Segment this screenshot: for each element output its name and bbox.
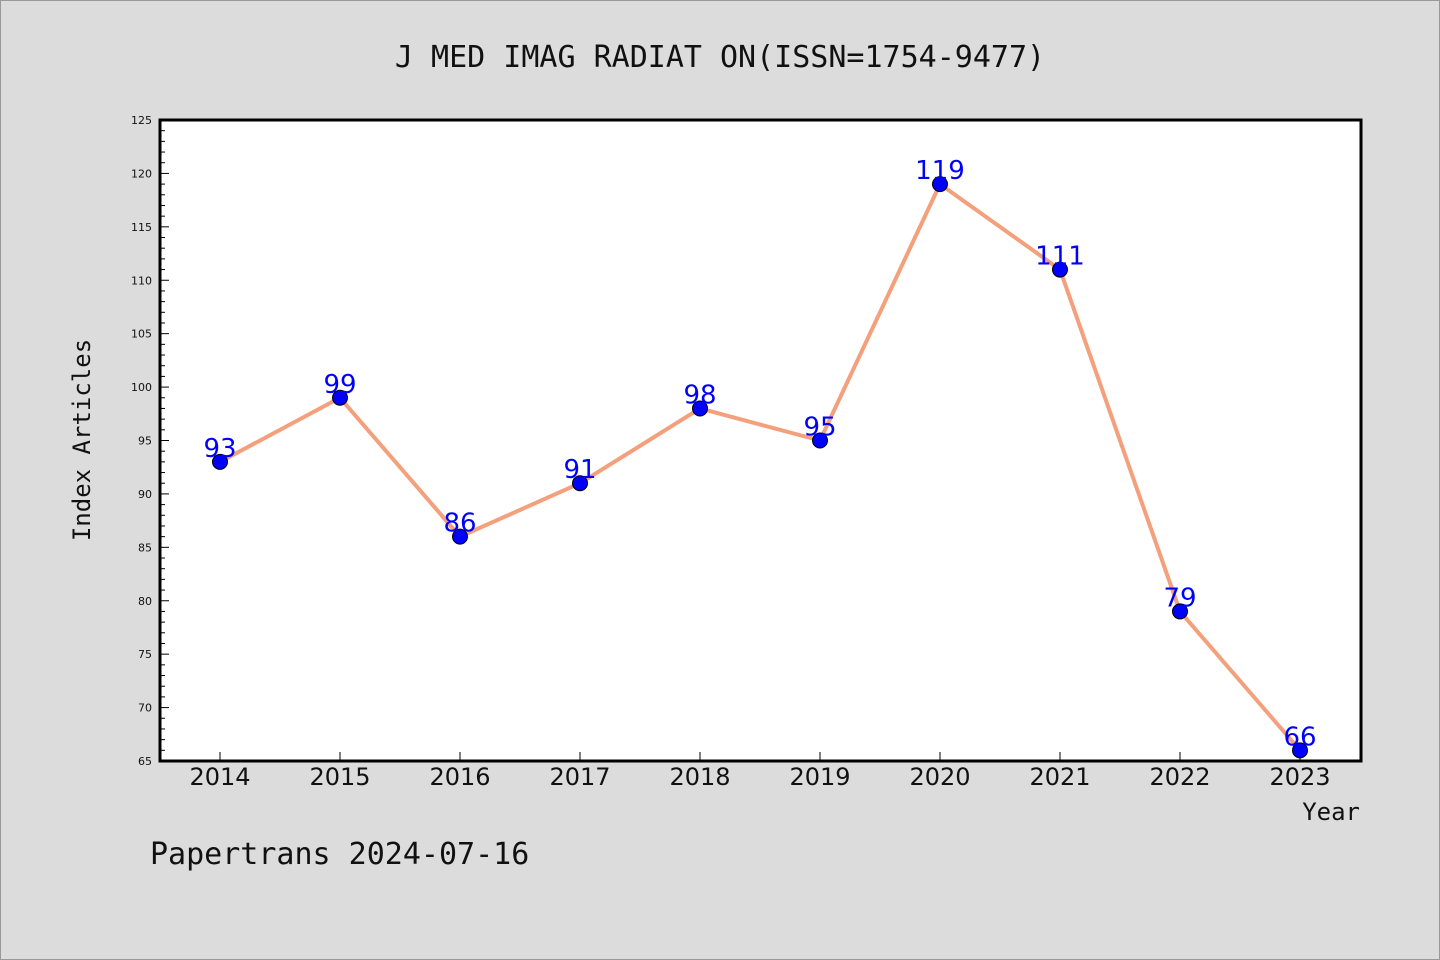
y-tick-label: 70 [138,702,152,715]
data-label: 119 [915,156,965,186]
data-label: 98 [683,380,716,410]
series-line [218,182,1302,753]
x-tick-label: 2015 [309,763,370,791]
data-label: 111 [1035,242,1085,272]
data-label: 95 [803,413,836,443]
x-tick-label: 2022 [1149,763,1210,791]
chart-title: J MED IMAG RADIAT ON(ISSN=1754-9477) [395,40,1045,75]
x-tick-label: 2021 [1029,763,1090,791]
y-tick-label: 65 [138,755,152,768]
x-axis-title: Year [1302,798,1360,826]
data-point [572,475,588,492]
data-point [1052,261,1068,278]
data-point [1172,603,1188,620]
data-label: 99 [323,370,356,400]
data-point [212,453,228,470]
y-tick-label: 95 [138,435,152,448]
plot-area [158,118,1363,763]
x-tick-label: 2017 [549,763,610,791]
footer-date: Papertrans 2024-07-16 [150,837,529,872]
data-label: 93 [203,434,236,464]
x-tick-label: 2023 [1269,763,1330,791]
data-point [812,432,828,449]
y-tick-label: 125 [131,114,152,127]
x-tick-label: 2019 [789,763,850,791]
x-axis: 2014 2015 2016 2017 2018 2019 2020 2021 2022 2023 [189,752,1331,791]
y-tick-label: 75 [138,648,152,661]
data-label: 86 [443,509,476,539]
x-tick-label: 2016 [429,763,490,791]
y-tick-label: 85 [138,541,152,554]
data-label: 79 [1163,583,1196,613]
x-tick-label: 2014 [189,763,250,791]
x-tick-label: 2020 [909,763,970,791]
y-tick-label: 80 [138,595,152,608]
data-label: 66 [1283,722,1316,752]
y-tick-label: 115 [131,221,152,234]
data-point [932,176,948,193]
y-tick-label: 105 [131,328,152,341]
y-tick-label: 90 [138,488,152,501]
y-axis: 65 70 75 80 85 90 95 100 105 110 115 120 125 [131,114,169,768]
y-axis-title: Index Articles [68,339,96,541]
data-point [452,528,468,545]
series-group: 93 99 86 91 98 95 119 111 79 66 [203,156,1317,759]
data-point [332,389,348,406]
data-point [692,400,708,417]
y-tick-label: 100 [131,381,152,394]
x-tick-label: 2018 [669,763,730,791]
data-label: 91 [563,455,596,485]
y-tick-label: 110 [131,274,152,287]
data-point [1292,742,1308,759]
y-tick-label: 120 [131,167,152,180]
